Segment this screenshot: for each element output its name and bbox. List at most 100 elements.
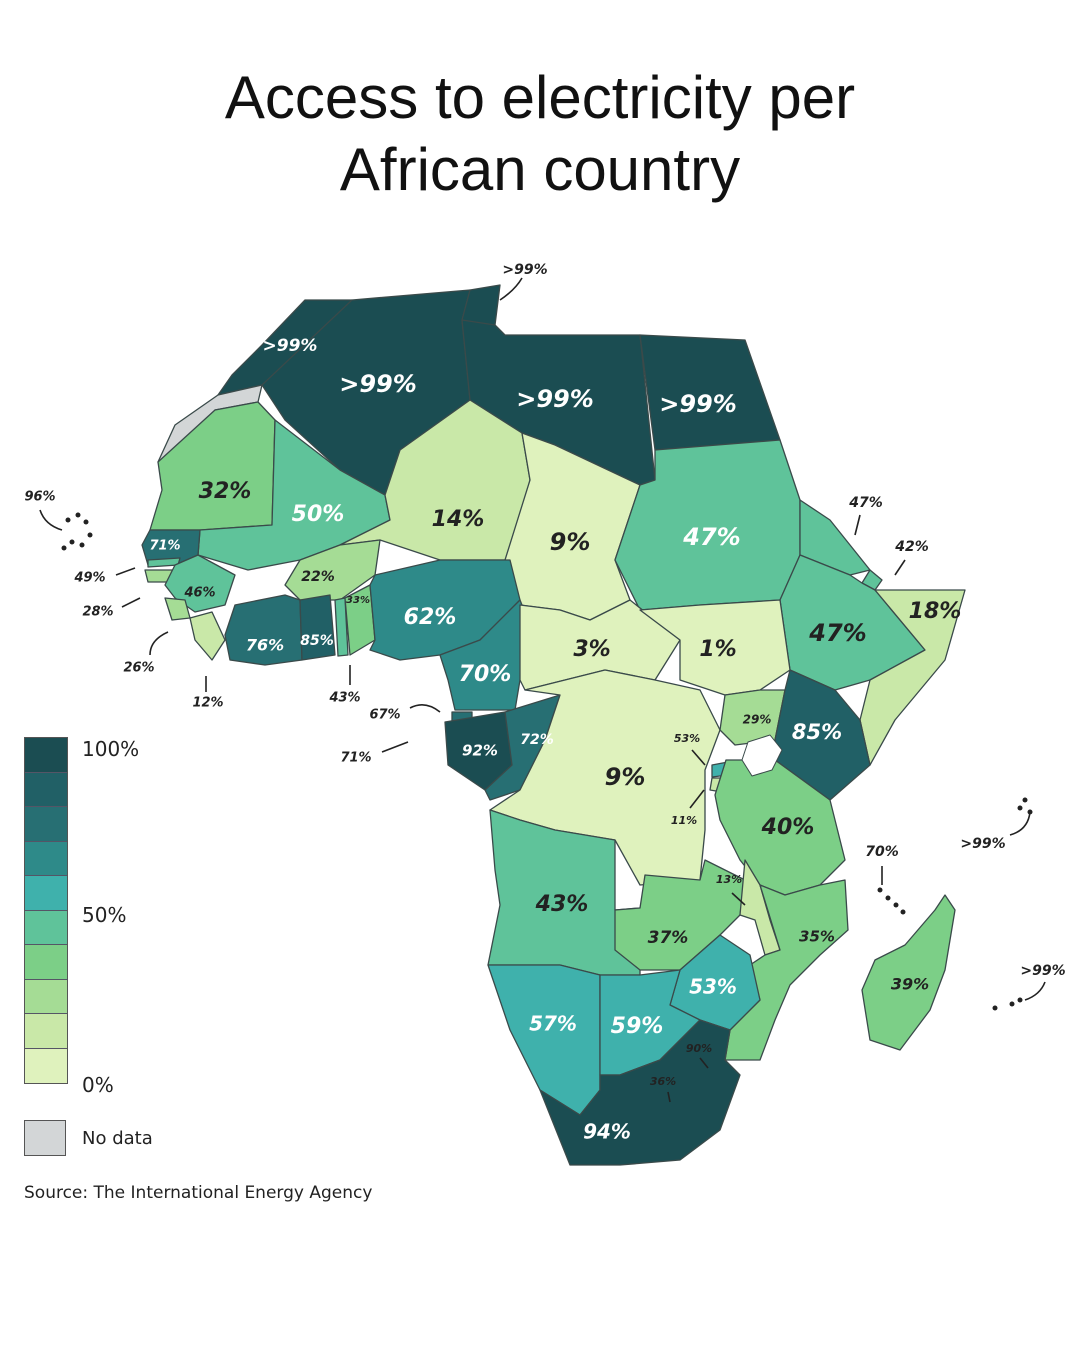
island-dot (900, 909, 906, 915)
legend-color-step (25, 1048, 67, 1083)
arrow-seychelles (1009, 811, 1031, 836)
label-burundi: 11% (671, 814, 697, 827)
label-dr-congo: 9% (605, 763, 646, 791)
legend-color-step (25, 876, 67, 911)
title-line-1: Access to electricity per (224, 64, 856, 131)
region-south-africa (539, 1019, 741, 1166)
legend-color-step (25, 979, 67, 1014)
arrow-rwanda (691, 749, 706, 766)
arrow-gambia (115, 567, 136, 576)
label-sudan: 47% (682, 523, 740, 551)
label-nigeria: 62% (404, 605, 457, 630)
island-dot (1017, 997, 1023, 1003)
label-rwanda: 53% (674, 732, 700, 745)
legend-color-scale (24, 737, 68, 1084)
label-senegal: 71% (149, 539, 180, 554)
island-dot (992, 1005, 998, 1011)
island-dot (65, 517, 71, 523)
region-cote-d-ivoire (224, 594, 303, 666)
arrow-equatorial-guinea (381, 741, 409, 753)
label-mauritania: 32% (199, 479, 252, 504)
label-republic-of-the-congo: 72% (520, 732, 554, 748)
region-liberia (189, 611, 226, 661)
island-dot (61, 545, 67, 551)
label-sierra-leone: 26% (123, 661, 154, 676)
label-mali: 50% (292, 502, 345, 527)
arrow-sierra-leone (149, 631, 169, 656)
label-sao-tome-and-principe: 67% (369, 708, 400, 723)
label-seychelles: >99% (960, 836, 1005, 852)
label-morocco: >99% (263, 336, 318, 356)
island-dot (1027, 809, 1033, 815)
label-egypt: >99% (659, 390, 737, 418)
region-madagascar (861, 894, 956, 1051)
region-togo (334, 597, 349, 657)
island-dot (83, 519, 89, 525)
island-dot (79, 542, 85, 548)
label-ghana: 85% (300, 633, 334, 649)
label-malawi: 13% (716, 873, 742, 886)
lake-victoria (741, 734, 783, 777)
legend-color-step (25, 945, 67, 980)
label-cameroon: 70% (459, 662, 512, 687)
label-chad: 9% (550, 528, 591, 556)
label-angola: 43% (535, 892, 589, 917)
arrow-cabo-verde (39, 509, 63, 531)
label-burkina-faso: 22% (301, 569, 335, 585)
region-mozambique (724, 879, 849, 1061)
arrow-eswatini (699, 1057, 709, 1069)
label-benin: 33% (346, 595, 370, 606)
legend-color-step (25, 772, 67, 807)
label-somalia: 18% (909, 599, 962, 624)
legend-color-step (25, 738, 67, 773)
island-dot (1022, 797, 1028, 803)
label-kenya: 85% (792, 720, 842, 744)
arrow-tunisia (499, 277, 523, 301)
label-tunisia: >99% (502, 262, 547, 278)
arrow-eritrea (854, 514, 861, 536)
arrow-djibouti (894, 559, 906, 576)
island-dot (885, 895, 891, 901)
island-dot (893, 902, 899, 908)
region-eritrea (799, 499, 871, 576)
legend-color-step (25, 841, 67, 876)
island-dot (1009, 1001, 1015, 1007)
legend-color-step (25, 1014, 67, 1049)
region-guinea (164, 554, 236, 613)
legend-tick-100: 100% (82, 737, 140, 761)
label-ethiopia: 47% (808, 619, 866, 647)
arrow-guinea-bissau (121, 597, 141, 608)
legend-no-data: No data (24, 1120, 153, 1156)
no-data-label: No data (82, 1127, 153, 1149)
arrow-mauritius (1024, 981, 1046, 1001)
island-dot (87, 532, 93, 538)
label-mozambique: 35% (799, 928, 835, 946)
label-botswana: 59% (611, 1014, 664, 1039)
map-title: Access to electricity per African countr… (0, 62, 1080, 206)
label-lesotho: 36% (650, 1075, 676, 1088)
title-line-2: African country (339, 136, 741, 203)
label-libya: >99% (516, 385, 594, 413)
label-guinea-bissau: 28% (82, 605, 113, 620)
legend-tick-50: 50% (82, 903, 127, 927)
island-dot (877, 887, 883, 893)
legend-color-step (25, 910, 67, 945)
label-comoros: 70% (865, 844, 899, 860)
island-dot (75, 512, 81, 518)
label-south-africa: 94% (583, 1120, 631, 1144)
label-togo: 43% (328, 691, 360, 706)
label-cabo-verde: 96% (24, 490, 55, 505)
region-ghana (299, 594, 336, 661)
label-algeria: >99% (339, 370, 417, 398)
label-niger: 14% (432, 507, 485, 532)
label-mauritius: >99% (1020, 963, 1065, 979)
label-zambia: 37% (648, 928, 689, 948)
label-tanzania: 40% (761, 815, 815, 840)
legend: 100% 50% 0% (24, 737, 139, 1097)
no-data-swatch (24, 1120, 66, 1156)
label-gambia: 49% (73, 571, 105, 586)
label-central-african-republic: 3% (573, 637, 610, 662)
legend-tick-0: 0% (82, 1073, 114, 1097)
label-gabon: 92% (462, 742, 498, 760)
label-zimbabwe: 53% (689, 975, 737, 999)
